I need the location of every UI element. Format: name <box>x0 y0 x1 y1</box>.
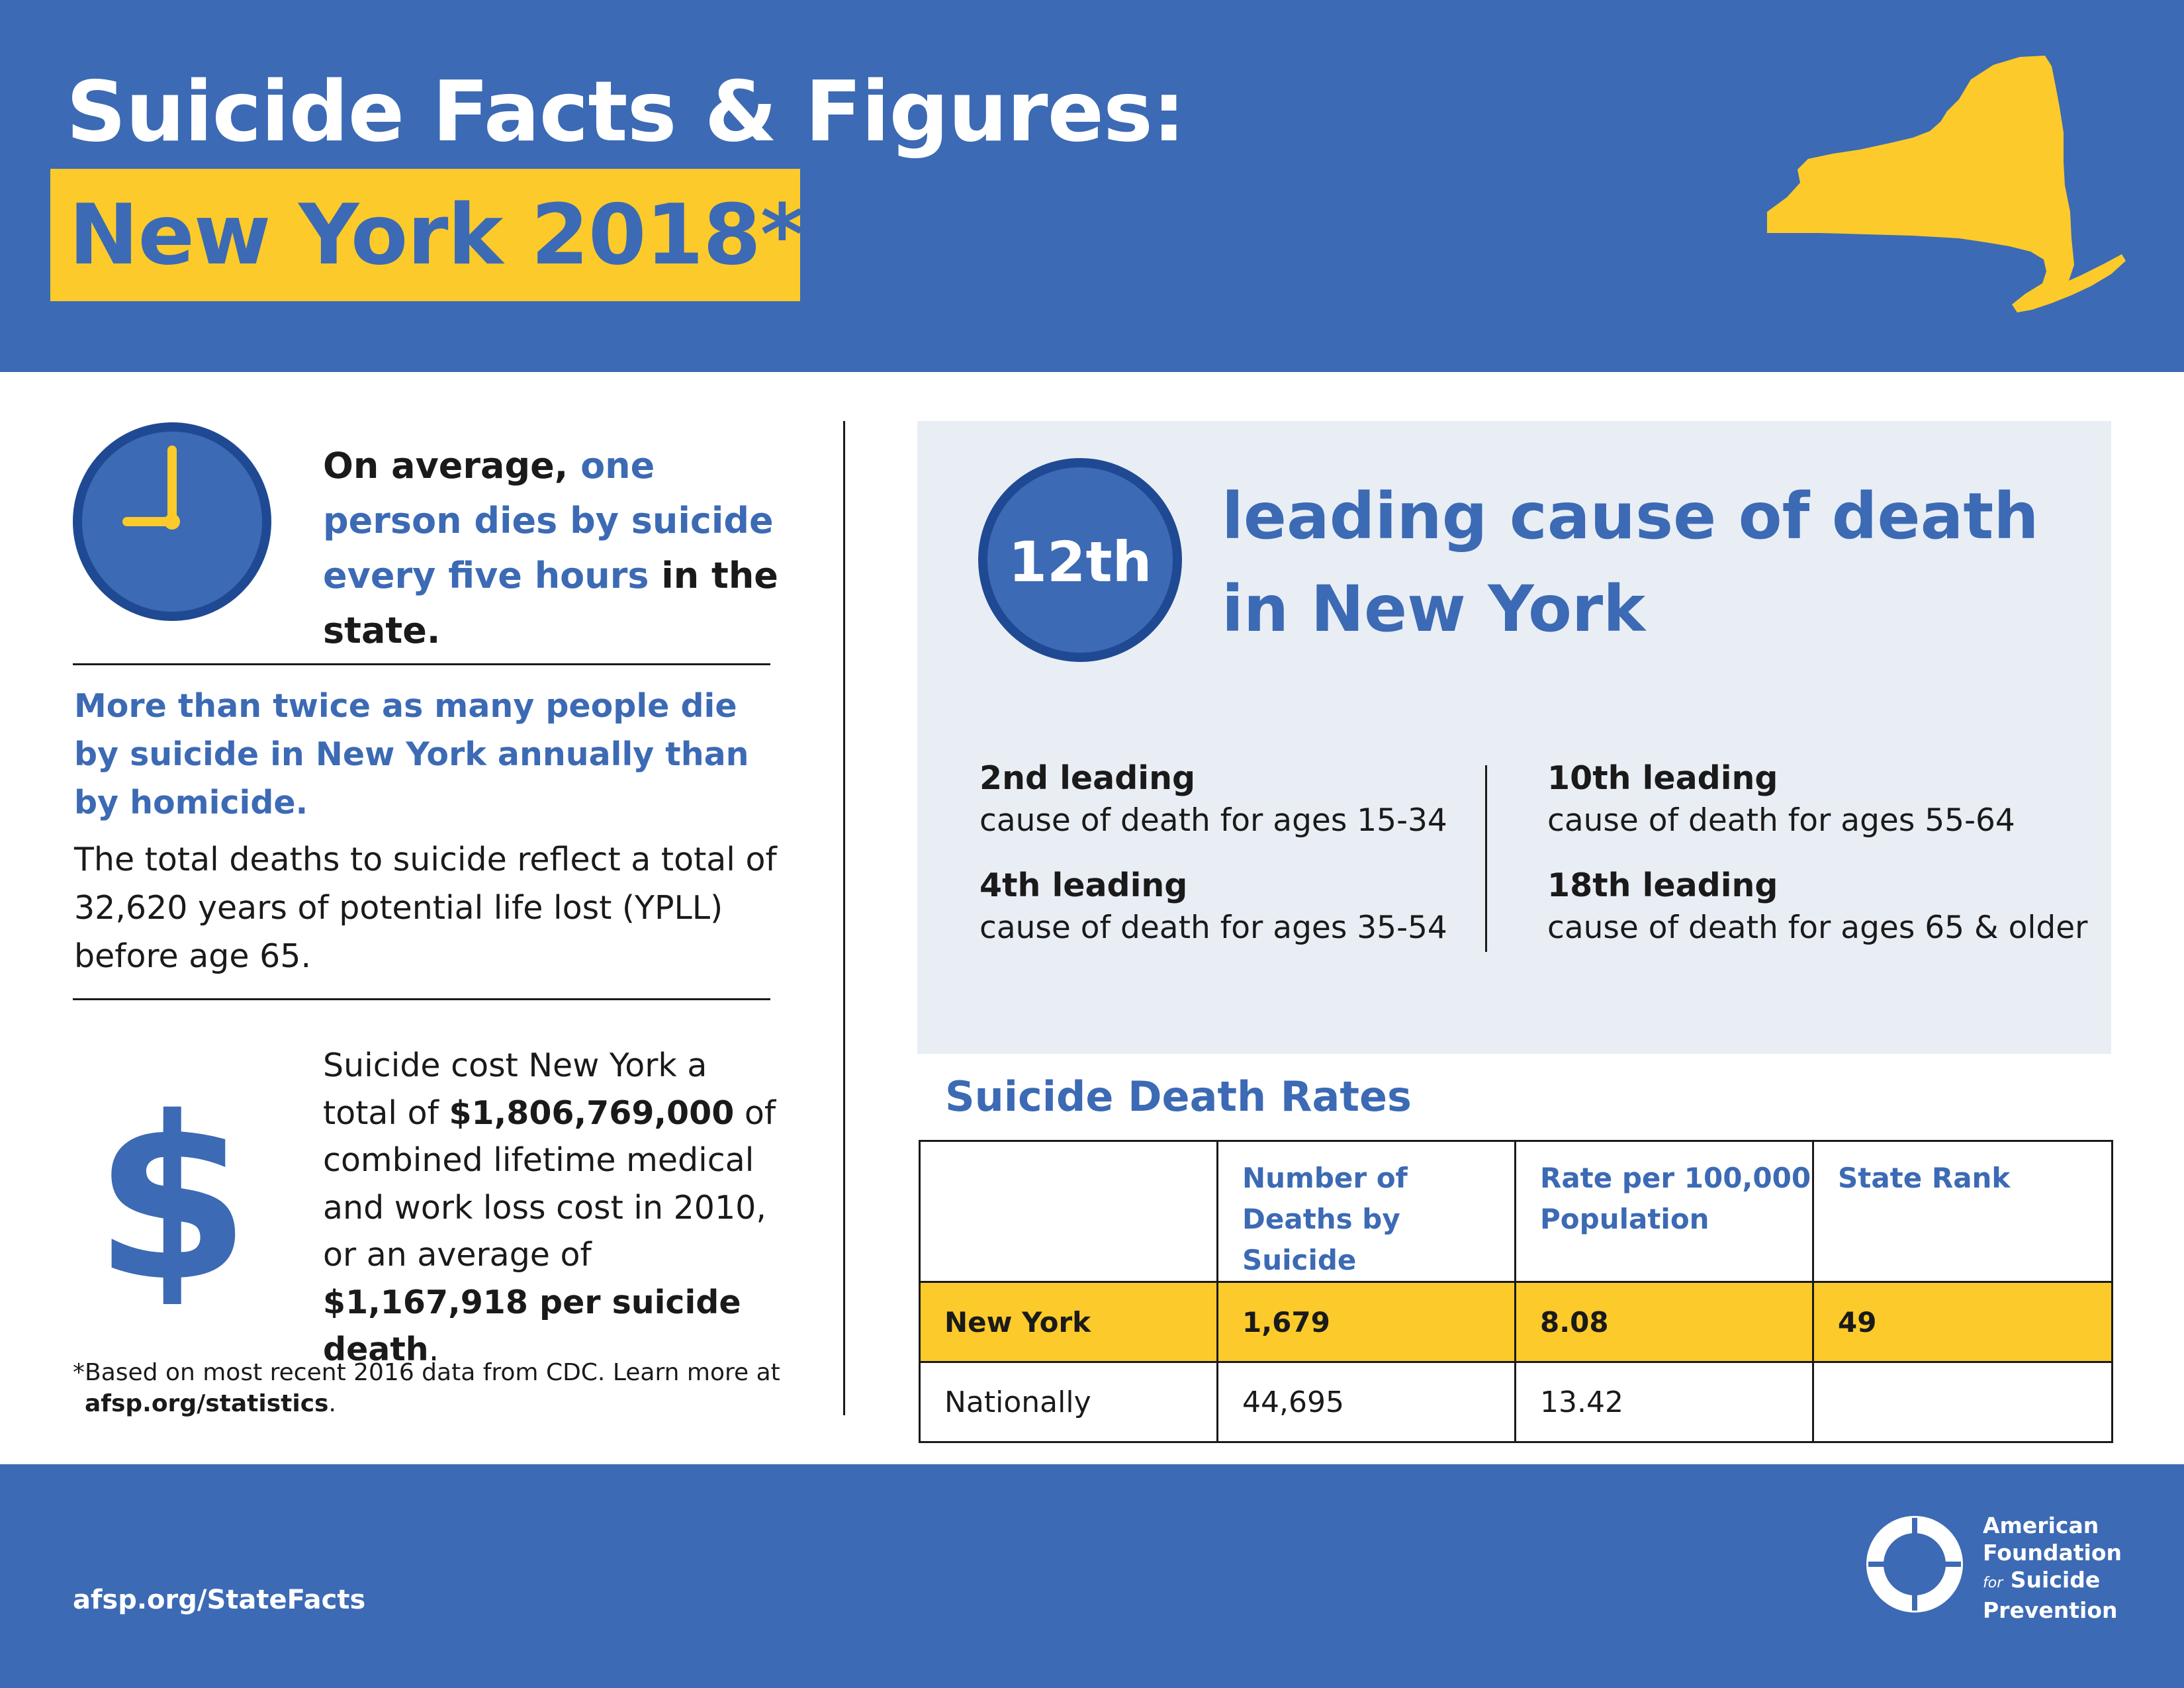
footer-banner <box>0 1464 2184 1688</box>
page-subtitle: New York 2018* <box>69 186 804 283</box>
leading-heading-line1: leading cause of death <box>1222 479 2039 553</box>
svg-text:$: $ <box>106 1086 238 1304</box>
rank-badge-label: 12th <box>1008 530 1152 594</box>
table-cell: Nationally <box>919 1361 1218 1443</box>
average-prefix: On average, <box>323 445 581 487</box>
life-ring-logo-icon <box>1866 1516 1963 1613</box>
page-title: Suicide Facts & Figures: <box>66 63 1185 160</box>
stat-ages-15-34: 2nd leading cause of death for ages 15-3… <box>979 757 1509 842</box>
stat-ages-65-older: 18th leading cause of death for ages 65 … <box>1547 865 2088 949</box>
dollar-sign-icon: $ <box>106 1086 238 1304</box>
table-header-cell <box>919 1140 1218 1283</box>
table-header-cell: Number of Deaths by Suicide <box>1216 1140 1516 1283</box>
new-york-state-map-icon <box>1767 56 2126 312</box>
state-facts-link[interactable]: afsp.org/StateFacts <box>73 1585 366 1615</box>
afsp-logo-text: American Foundation for Suicide Preventi… <box>1983 1512 2168 1624</box>
table-cell: New York <box>919 1281 1218 1363</box>
average-highlight: one person dies by suicide every five ho… <box>323 445 774 596</box>
logo-line2: Foundation <box>1983 1540 2122 1566</box>
rates-table: Number of Deaths by Suicide Rate per 100… <box>919 1140 2113 1443</box>
average-death-frequency: On average, one person dies by suicide e… <box>323 438 799 658</box>
ypll-fact: The total deaths to suicide reflect a to… <box>74 841 777 975</box>
cost-average-amount: $1,167,918 per suicide death <box>323 1283 741 1369</box>
stat-text: cause of death for ages 15-34 <box>979 802 1447 839</box>
table-cell <box>1812 1361 2113 1443</box>
cost-text-2: of combined lifetime medical and work lo… <box>323 1094 776 1274</box>
rank-badge <box>978 458 1182 662</box>
footnote-text: *Based on most recent 2016 data from CDC… <box>73 1359 780 1386</box>
stat-heading: 18th leading <box>1547 867 1778 904</box>
stat-heading: 10th leading <box>1547 759 1778 797</box>
table-cell: 44,695 <box>1216 1361 1516 1443</box>
cost-text-3: . <box>428 1331 439 1368</box>
column-divider <box>843 421 845 1415</box>
table-row-nationally: Nationally 44,695 13.42 <box>919 1361 2113 1443</box>
stat-ages-55-64: 10th leading cause of death for ages 55-… <box>1547 757 2077 842</box>
cost-total-amount: $1,806,769,000 <box>449 1094 735 1132</box>
suicide-vs-homicide-fact: More than twice as many people die by su… <box>74 687 749 821</box>
stat-text: cause of death for ages 55-64 <box>1547 802 2015 839</box>
stat-heading: 4th leading <box>979 867 1188 904</box>
divider-bottom <box>73 998 770 1000</box>
logo-line1: American <box>1983 1513 2099 1538</box>
panel-divider <box>1485 765 1487 952</box>
leading-heading-line2: in New York <box>1222 572 1646 646</box>
footnote: *Based on most recent 2016 data from CDC… <box>73 1357 814 1419</box>
clock-icon <box>73 422 271 621</box>
stat-text: cause of death for ages 35-54 <box>979 910 1447 946</box>
stat-heading: 2nd leading <box>979 759 1196 797</box>
cost-text-1: Suicide cost New York a total of <box>323 1047 707 1132</box>
logo-line4: Prevention <box>1983 1597 2118 1623</box>
footnote-end: . <box>328 1390 336 1417</box>
stat-text: cause of death for ages 65 & older <box>1547 910 2088 946</box>
logo-line3: Suicide <box>2010 1567 2101 1593</box>
subtitle-highlight: New York 2018* <box>50 169 804 301</box>
table-header-cell: Rate per 100,000 Population <box>1514 1140 1814 1283</box>
table-header-cell: State Rank <box>1812 1140 2113 1283</box>
average-suffix: in the state. <box>323 555 778 651</box>
table-header-row: Number of Deaths by Suicide Rate per 100… <box>919 1140 2113 1283</box>
footnote-link[interactable]: afsp.org/statistics <box>85 1390 329 1417</box>
logo-for: for <box>1983 1575 2003 1591</box>
leading-cause-heading: leading cause of death in New York <box>1222 470 2049 655</box>
table-cell: 13.42 <box>1514 1361 1814 1443</box>
stat-ages-35-54: 4th leading cause of death for ages 35-5… <box>979 865 1509 949</box>
table-row-new-york: New York 1,679 8.08 49 <box>919 1281 2113 1363</box>
table-cell: 49 <box>1812 1281 2113 1363</box>
table-cell: 8.08 <box>1514 1281 1814 1363</box>
rates-title: Suicide Death Rates <box>945 1072 1412 1121</box>
table-cell: 1,679 <box>1216 1281 1516 1363</box>
divider-top <box>73 663 770 665</box>
suicide-cost-fact: Suicide cost New York a total of $1,806,… <box>323 1042 786 1374</box>
